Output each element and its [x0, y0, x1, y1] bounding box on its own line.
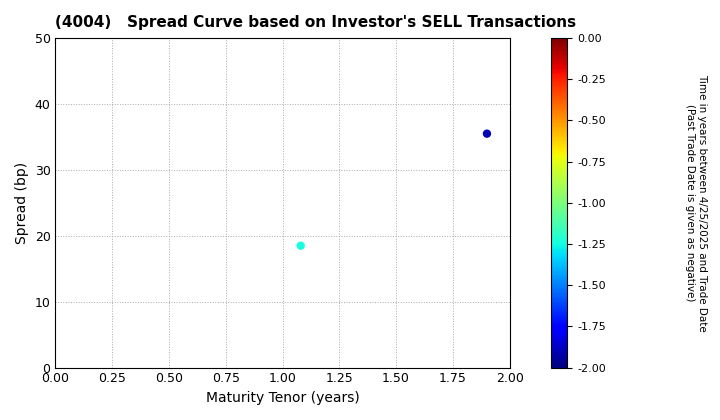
Point: [295, 242, 307, 249]
Point: [481, 130, 492, 137]
Y-axis label: Time in years between 4/25/2025 and Trade Date
(Past Trade Date is given as nega: Time in years between 4/25/2025 and Trad…: [685, 74, 707, 332]
Text: (4004)   Spread Curve based on Investor's SELL Transactions: (4004) Spread Curve based on Investor's …: [55, 15, 577, 30]
Y-axis label: Spread (bp): Spread (bp): [15, 162, 29, 244]
X-axis label: Maturity Tenor (years): Maturity Tenor (years): [206, 391, 359, 405]
